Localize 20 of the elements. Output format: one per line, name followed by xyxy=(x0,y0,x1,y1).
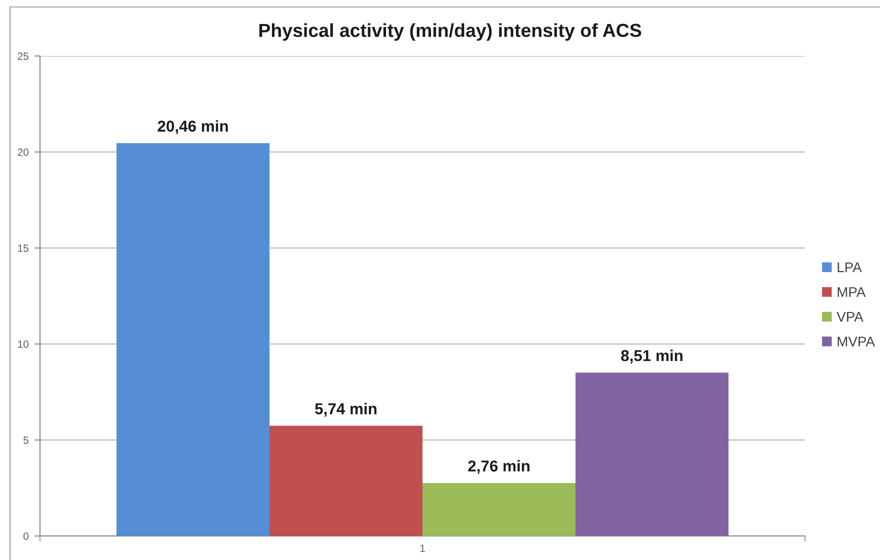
y-tick-label: 20 xyxy=(18,148,28,156)
bar xyxy=(116,143,270,536)
data-label: 20,46 min xyxy=(158,120,228,134)
bar xyxy=(270,426,422,536)
legend-label: LPA xyxy=(838,262,862,272)
y-tick-label: 15 xyxy=(18,244,28,252)
y-tick-label: 5 xyxy=(24,436,28,444)
legend-label: MVPA xyxy=(838,336,875,346)
x-tick-label: 1 xyxy=(420,544,425,552)
y-tick-label: 0 xyxy=(24,532,28,540)
legend-label: MPA xyxy=(838,287,866,297)
y-tick-label: 25 xyxy=(18,52,28,60)
data-label: 5,74 min xyxy=(315,402,376,417)
chart-title: Physical activity (min/day) intensity of ACS xyxy=(259,23,642,41)
data-label: 8,51 min xyxy=(621,350,682,364)
data-label: 2,76 min xyxy=(468,460,530,474)
legend-label: VPA xyxy=(836,312,864,322)
y-tick-label: 10 xyxy=(18,340,28,348)
bar xyxy=(422,483,576,536)
bar xyxy=(576,372,728,536)
